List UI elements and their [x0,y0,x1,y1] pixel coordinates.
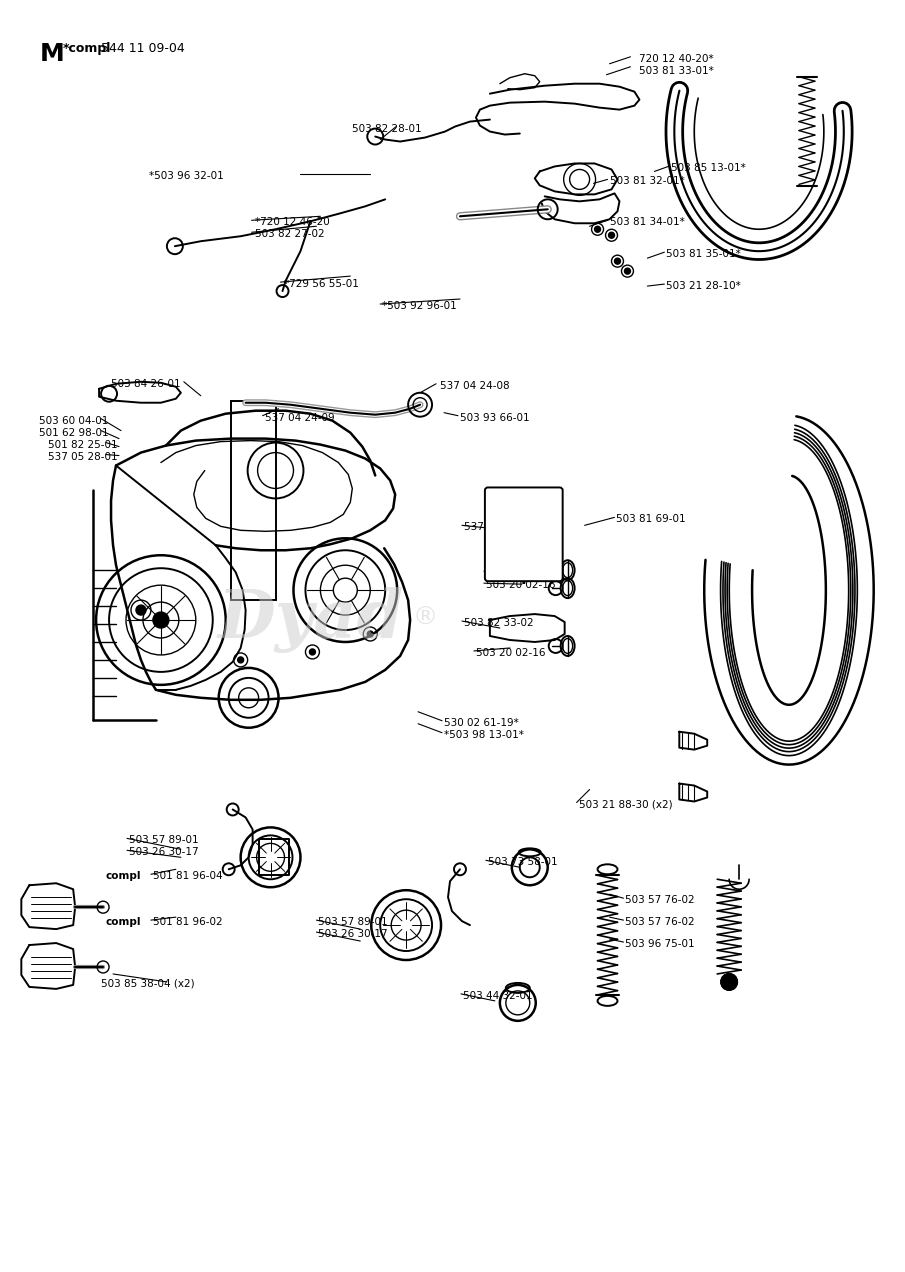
Text: 503 96 75-01: 503 96 75-01 [625,939,695,949]
Text: 501 82 25-01: 501 82 25-01 [48,440,118,449]
Circle shape [153,612,169,628]
Text: 537 05 28-01: 537 05 28-01 [48,452,118,462]
Text: 530 02 61-19*: 530 02 61-19* [444,717,519,728]
Text: 503 84 26-01: 503 84 26-01 [111,379,181,389]
Circle shape [624,268,631,273]
Text: 503 73 58-01: 503 73 58-01 [488,857,557,868]
Text: compl: compl [105,917,140,927]
Text: 537 04 24-09: 537 04 24-09 [264,412,334,422]
Text: 544 11 09-04: 544 11 09-04 [101,42,185,55]
Text: M: M [39,42,64,66]
Text: *729 56 55-01: *729 56 55-01 [283,279,358,289]
Text: Dyad: Dyad [217,588,404,653]
Circle shape [310,649,316,655]
Text: 503 81 34-01*: 503 81 34-01* [609,218,684,228]
Circle shape [367,631,373,637]
Text: 503 82 33-02: 503 82 33-02 [464,618,534,628]
Text: 501 81 96-04: 501 81 96-04 [153,871,223,881]
Bar [231,401,275,600]
Text: 537 04 24-08: 537 04 24-08 [440,380,510,391]
Circle shape [721,974,738,990]
Text: *503 98 13-01*: *503 98 13-01* [444,730,524,740]
Text: 503 20 02-16: 503 20 02-16 [476,647,546,658]
Text: 503 20 02-16: 503 20 02-16 [486,569,556,579]
Text: 503 85 38-04 (x2): 503 85 38-04 (x2) [101,979,195,988]
Text: 503 26 30-17: 503 26 30-17 [129,847,198,857]
Text: 503 93 66-01: 503 93 66-01 [460,412,529,422]
Text: 503 57 76-02: 503 57 76-02 [625,917,695,927]
Text: 503 85 13-01*: 503 85 13-01* [672,164,746,173]
Text: 503 20 02-16: 503 20 02-16 [486,580,556,590]
Text: 720 12 40-20*: 720 12 40-20* [640,53,714,64]
Text: 503 57 89-01: 503 57 89-01 [319,917,388,927]
Text: *compl: *compl [63,42,111,55]
Text: ®: ® [412,605,437,630]
Text: 503 60 04-01: 503 60 04-01 [39,416,109,426]
Text: 503 81 33-01*: 503 81 33-01* [640,66,714,76]
Text: I: I [521,572,527,588]
Text: 503 81 32-01*: 503 81 32-01* [609,177,684,187]
Text: 501 62 98-01: 501 62 98-01 [39,427,109,438]
Text: 503 81 35-01*: 503 81 35-01* [666,249,741,259]
Text: 537 08 93-02: 537 08 93-02 [464,523,534,533]
Text: compl: compl [105,871,140,881]
Circle shape [595,226,601,233]
Circle shape [608,233,614,238]
Text: 503 44 32-01: 503 44 32-01 [463,991,533,1001]
Text: 503 21 88-30 (x2): 503 21 88-30 (x2) [578,800,672,809]
Circle shape [614,258,621,265]
Text: 503 21 28-10*: 503 21 28-10* [666,281,741,291]
Text: 501 81 96-02: 501 81 96-02 [153,917,223,927]
Text: 503 26 30-17: 503 26 30-17 [319,929,388,939]
Text: 503 57 76-02: 503 57 76-02 [625,895,695,906]
Text: 503 81 69-01: 503 81 69-01 [616,514,686,524]
Circle shape [136,605,146,616]
Text: *503 92 96-01: *503 92 96-01 [382,301,457,312]
Circle shape [238,656,243,663]
Text: 503 82 28-01: 503 82 28-01 [352,123,422,134]
Text: *720 12 46-20: *720 12 46-20 [254,218,329,228]
Text: 503 82 27-02: 503 82 27-02 [254,229,324,239]
FancyBboxPatch shape [485,487,563,581]
Text: *503 96 32-01: *503 96 32-01 [149,172,224,182]
Text: 503 57 89-01: 503 57 89-01 [129,836,198,846]
